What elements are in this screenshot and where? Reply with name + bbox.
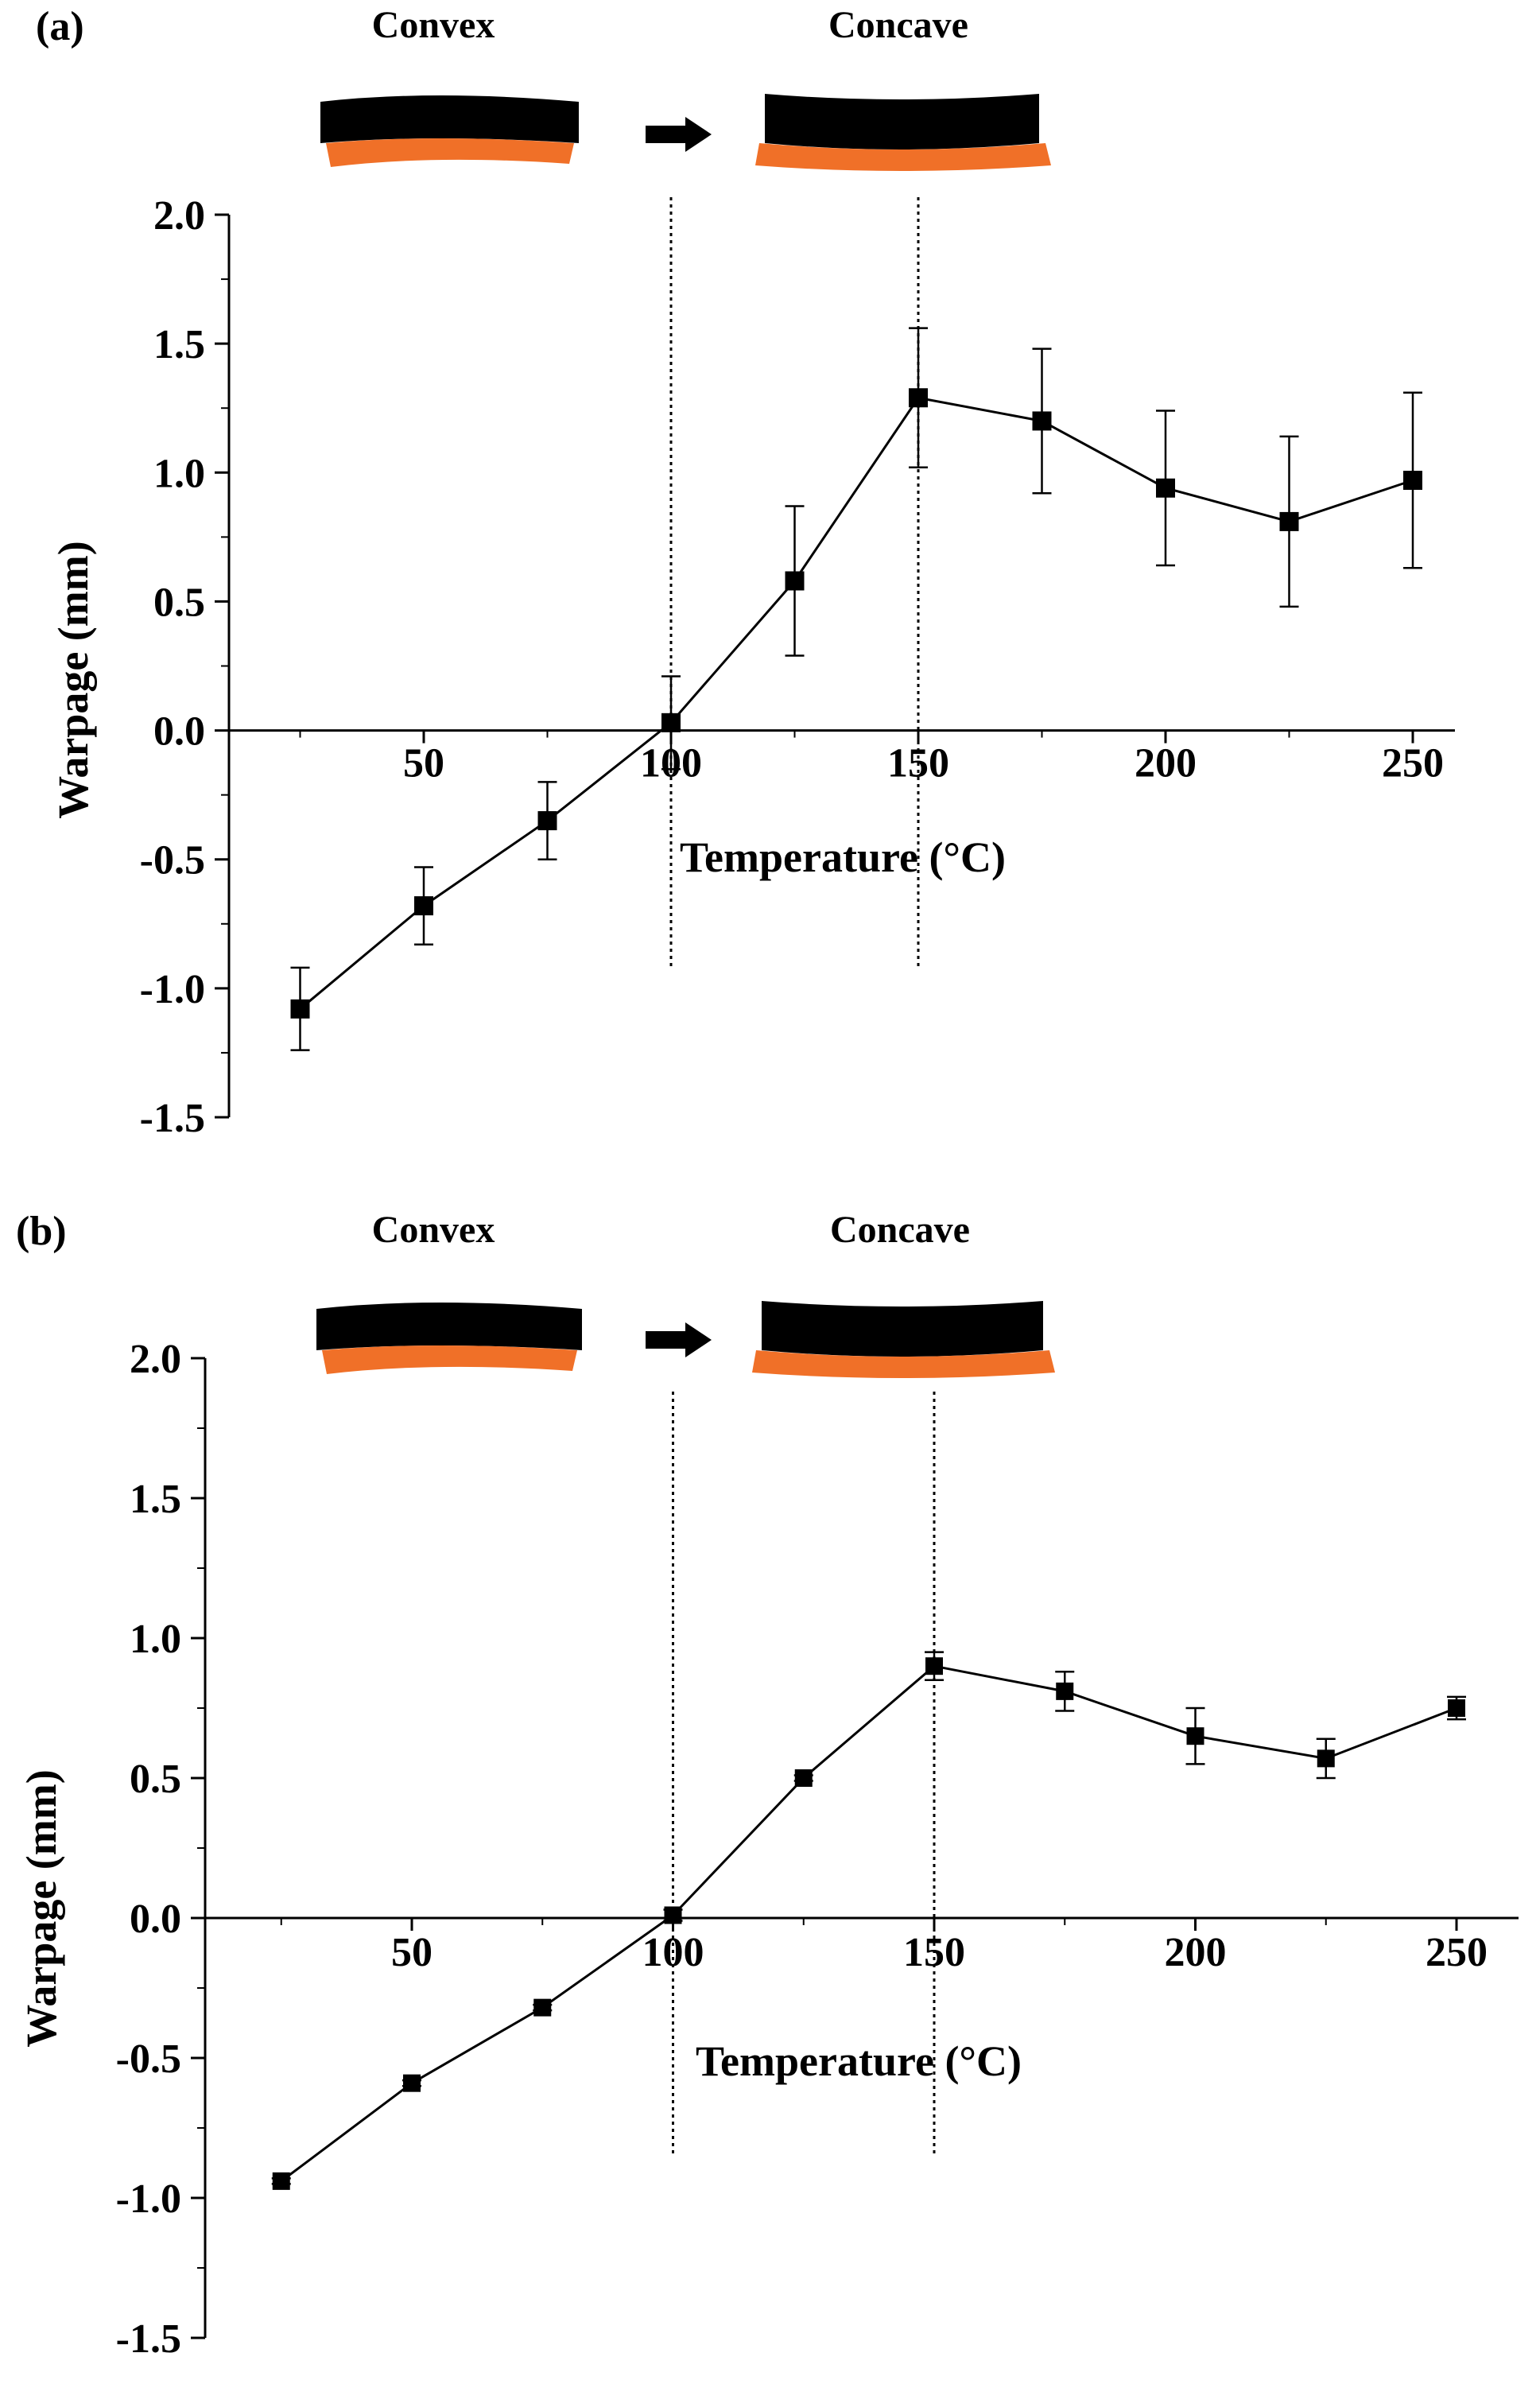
y-tick-label: -1.0 bbox=[116, 2176, 181, 2222]
x-tick-label: 250 bbox=[1382, 741, 1444, 786]
plot-b: 2.01.51.00.50.0-0.5-1.0-1.550 100 150 200 25… bbox=[116, 1337, 1519, 2362]
y-tick-label: 1.5 bbox=[153, 322, 205, 367]
y-tick-label: -1.5 bbox=[140, 1096, 205, 1141]
x-tick-label: 50 bbox=[403, 741, 444, 786]
data-point bbox=[925, 1657, 943, 1675]
data-point bbox=[290, 999, 310, 1019]
x-axis-label: Temperature (°C) bbox=[680, 833, 1006, 881]
y-tick-label: 2.0 bbox=[153, 193, 205, 239]
y-tick-label: -1.5 bbox=[116, 2316, 181, 2362]
panel-label: (a) bbox=[36, 4, 84, 49]
data-point bbox=[661, 712, 681, 732]
plot-a: 2.01.51.00.50.0-0.5-1.0-1.550 100 150 200 25… bbox=[140, 193, 1455, 1141]
x-axis-label: Temperature (°C) bbox=[696, 2037, 1022, 2085]
x-tick-label: 250 bbox=[1426, 1930, 1488, 1975]
data-point bbox=[414, 896, 433, 916]
data-point bbox=[1056, 1682, 1074, 1700]
y-tick-label: 1.0 bbox=[153, 451, 205, 496]
y-tick-label: -1.0 bbox=[140, 967, 205, 1012]
data-point bbox=[403, 2074, 421, 2092]
series-line bbox=[280, 1664, 1457, 2183]
x-tick-label: 200 bbox=[1135, 741, 1197, 786]
data-point bbox=[794, 1769, 813, 1787]
y-axis-label: Warpage (mm) bbox=[49, 541, 97, 818]
data-point bbox=[1186, 1727, 1204, 1745]
y-tick-label: 0.0 bbox=[130, 1897, 181, 1942]
data-point bbox=[1156, 478, 1175, 498]
panel-label: (b) bbox=[16, 1209, 67, 1254]
concave-bottom-layer bbox=[755, 143, 1051, 171]
data-point bbox=[1032, 411, 1052, 431]
data-point bbox=[272, 2172, 290, 2190]
y-tick-label: -0.5 bbox=[140, 838, 205, 883]
convex-bilayer-icon bbox=[316, 1303, 582, 1374]
concave-label: Concave bbox=[830, 1209, 970, 1251]
series-line bbox=[299, 396, 1414, 1010]
y-tick-label: 2.0 bbox=[130, 1337, 181, 1382]
data-point bbox=[785, 571, 805, 591]
panel-b: (b) Convex Concave 2.0 1.5 1.0 0.5 0.0 -0.5 -1… bbox=[16, 1209, 1519, 2362]
concave-bilayer-icon bbox=[755, 94, 1051, 171]
concave-top-layer bbox=[765, 94, 1039, 149]
y-tick-label: 1.5 bbox=[130, 1477, 181, 1522]
y-tick-label: 1.0 bbox=[130, 1617, 181, 1662]
concave-bottom-layer bbox=[752, 1350, 1055, 1378]
concave-label: Concave bbox=[828, 4, 968, 46]
convex-bottom-layer bbox=[322, 1345, 577, 1374]
y-axis-label: Warpage (mm) bbox=[17, 1769, 65, 2047]
convex-top-layer bbox=[316, 1303, 582, 1350]
data-point bbox=[909, 388, 928, 408]
data-point bbox=[1279, 511, 1299, 531]
arrow-icon bbox=[646, 1322, 712, 1357]
convex-top-layer bbox=[320, 95, 579, 143]
convex-label: Convex bbox=[372, 1209, 495, 1251]
convex-bilayer-icon bbox=[320, 95, 579, 167]
convex-label: Convex bbox=[372, 4, 495, 46]
concave-top-layer bbox=[762, 1301, 1043, 1357]
y-tick-label: 0.5 bbox=[153, 580, 205, 625]
panel-a: (a) Convex Concave 2.0 1.5 1.0 0.5 0.0 -0.5 -1… bbox=[36, 4, 1455, 1141]
data-point bbox=[533, 1998, 552, 2017]
arrow-icon bbox=[646, 117, 712, 152]
convex-bottom-layer bbox=[326, 138, 574, 167]
y-tick-label: 0.0 bbox=[153, 709, 205, 755]
data-point bbox=[1317, 1749, 1335, 1768]
data-point bbox=[537, 811, 557, 831]
data-point bbox=[664, 1906, 682, 1924]
data-point bbox=[1403, 471, 1422, 491]
y-tick-label: 0.5 bbox=[130, 1757, 181, 1802]
data-point bbox=[1448, 1699, 1465, 1717]
concave-bilayer-icon bbox=[752, 1301, 1055, 1378]
y-tick-label: -0.5 bbox=[116, 2036, 181, 2082]
x-tick-label: 200 bbox=[1165, 1930, 1227, 1975]
x-tick-label: 50 bbox=[391, 1930, 433, 1975]
